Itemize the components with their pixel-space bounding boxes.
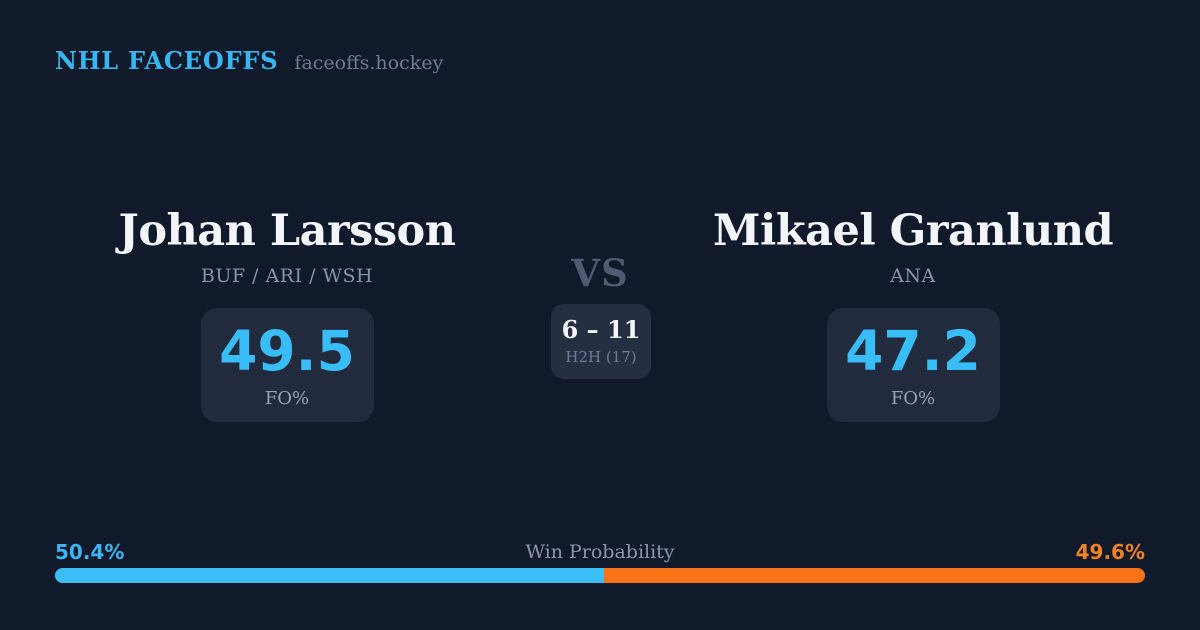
faceoff-pct-card: 47.2 FO% (826, 308, 1000, 423)
head-to-head-label: H2H (17) (565, 347, 637, 366)
win-probability-header: 50.4% Win Probability 49.6% (55, 540, 1145, 564)
header: NHL FACEOFFS faceoffs.hockey (55, 46, 443, 75)
faceoff-pct-label: FO% (264, 387, 310, 409)
win-probability-right-pct: 49.6% (1075, 540, 1145, 564)
vs-label: VS (571, 251, 629, 295)
head-to-head-card: 6 – 11 H2H (17) (551, 304, 651, 379)
win-probability-bar (55, 568, 1145, 583)
faceoff-pct-card: 49.5 FO% (200, 308, 374, 423)
win-probability-title: Win Probability (525, 541, 675, 563)
player-teams: ANA (890, 265, 936, 288)
faceoff-pct-value: 47.2 (845, 318, 981, 383)
win-probability-left-pct: 50.4% (55, 540, 125, 564)
faceoff-pct-value: 49.5 (219, 318, 355, 383)
player-name: Johan Larsson (118, 206, 457, 256)
brand-title: NHL FACEOFFS (55, 46, 279, 75)
win-probability-bar-left-segment (55, 568, 605, 583)
site-url: faceoffs.hockey (294, 52, 444, 74)
player-teams: BUF / ARI / WSH (200, 265, 374, 288)
player-name: Mikael Granlund (712, 206, 1114, 256)
player-panel-left: Johan Larsson BUF / ARI / WSH 49.5 FO% (67, 206, 507, 423)
head-to-head-score: 6 – 11 (561, 314, 641, 344)
win-probability-bar-right-segment (604, 568, 1145, 583)
faceoff-pct-label: FO% (890, 387, 936, 409)
player-panel-right: Mikael Granlund ANA 47.2 FO% (693, 206, 1133, 423)
